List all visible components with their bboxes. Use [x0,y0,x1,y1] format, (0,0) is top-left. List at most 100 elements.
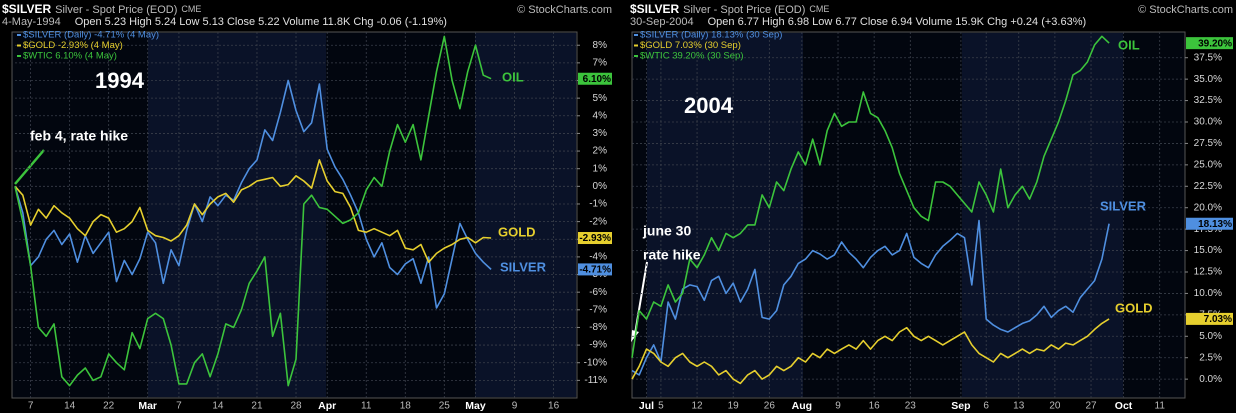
y-tick-label: 27.5% [1194,138,1222,149]
y-tick-label: 5.0% [1199,331,1222,342]
description: Silver - Spot Price (EOD) [55,4,177,16]
x-tick-label: 16 [869,401,881,412]
last-value-label: 6.10% [583,74,611,85]
last-value-box [1186,37,1233,50]
x-tick-label: 11 [1155,401,1166,412]
month-band [148,33,326,397]
x-tick-label: 13 [1013,401,1025,412]
series-line [14,159,492,263]
header-quote: 4-May-1994 Open 5.23 High 5.24 Low 5.13 C… [2,16,447,28]
y-tick-label: 5% [593,93,608,104]
y-tick-label: 2% [593,146,608,157]
y-tick-label: -8% [589,322,607,333]
x-tick-label: 11 [361,401,372,412]
x-tick-label: 21 [251,401,263,412]
last-value-label: 18.13% [1198,219,1232,230]
x-tick-label: 20 [1049,401,1061,412]
y-tick-label: 1% [593,163,608,174]
header-title: $SILVER Silver - Spot Price (EOD) CME [2,2,201,16]
last-value-box [578,263,612,276]
y-tick-label: 4% [593,110,608,121]
y-tick-label: -10% [584,357,607,368]
series-label: GOLD [498,224,536,239]
month-band [647,33,803,397]
date: 4-May-1994 [2,16,61,28]
x-tick-label: 9 [512,401,518,412]
month-band [962,33,1123,397]
year-label: 1994 [95,68,145,93]
x-tick-label: Jul [639,400,654,412]
x-tick-label: Sep [951,400,970,412]
series-line [631,219,1110,376]
credit: © StockCharts.com [1138,4,1233,16]
y-tick-label: -7% [589,304,607,315]
divider [615,0,627,413]
series-label: OIL [502,69,524,84]
y-tick-label: -1% [589,199,607,210]
exchange: CME [181,4,201,14]
x-tick-label: 28 [290,401,302,412]
x-tick-label: 22 [103,401,115,412]
annotation-arrow [14,149,45,185]
series-label: GOLD [1115,300,1153,315]
symbol: $SILVER [2,2,51,16]
y-tick-label: 30.0% [1194,117,1222,128]
y-tick-label: 37.5% [1194,52,1222,63]
last-value-label: 7.03% [1204,314,1232,325]
y-tick-label: 15.0% [1194,245,1222,256]
legend-entry: $GOLD -2.93% (4 May) [23,40,123,51]
y-tick-label: -11% [584,375,607,386]
x-tick-label: 7 [176,401,182,412]
x-tick-label: 19 [728,401,740,412]
x-tick-label: Oct [1115,400,1133,412]
month-band [475,33,576,397]
series-line [14,79,492,309]
y-tick-label: -4% [589,252,607,263]
x-tick-label: 16 [548,401,560,412]
last-value-box [578,72,612,85]
annotation: june 30 [642,223,691,239]
y-tick-label: -2% [589,216,607,227]
legend-entry: $GOLD 7.03% (30 Sep) [640,40,741,51]
y-tick-label: 35.0% [1194,74,1222,85]
credit: © StockCharts.com [517,4,612,16]
legend-entry: $SILVER (Daily) 18.13% (30 Sep) [640,30,782,41]
y-tick-label: 2.5% [1199,352,1222,363]
header-quote: 30-Sep-2004 Open 6.77 High 6.98 Low 6.77 … [630,16,1086,28]
last-value-label: 39.20% [1198,38,1232,49]
x-tick-label: 5 [658,401,664,412]
x-tick-label: 6 [983,401,989,412]
date: 30-Sep-2004 [630,16,694,28]
legend-entry: $WTIC 6.10% (4 May) [23,51,117,62]
last-value-box [1186,217,1233,230]
y-tick-label: 10.0% [1194,288,1222,299]
y-tick-label: 25.0% [1194,159,1222,170]
y-tick-label: 22.5% [1194,181,1222,192]
x-tick-label: 27 [1085,401,1097,412]
x-tick-label: Aug [792,400,812,412]
year-label: 2004 [684,93,734,118]
y-tick-label: -6% [589,287,607,298]
series-line [631,318,1110,385]
y-tick-label: 12.5% [1194,267,1222,278]
annotation: rate hike [643,247,701,263]
exchange: CME [809,4,829,14]
header-title: $SILVER Silver - Spot Price (EOD) CME [630,2,829,16]
last-value-box [1186,312,1233,325]
quote: Open 5.23 High 5.24 Low 5.13 Close 5.22 … [75,16,447,28]
x-tick-label: 18 [400,401,412,412]
quote: Open 6.77 High 6.98 Low 6.77 Close 6.94 … [708,16,1087,28]
last-value-label: -2.93% [579,233,611,244]
series-label: SILVER [1100,198,1147,213]
series-line [631,35,1110,358]
description: Silver - Spot Price (EOD) [683,4,805,16]
last-value-label: -4.71% [579,265,611,276]
legend-entry: $WTIC 39.20% (30 Sep) [640,51,744,62]
y-tick-label: 7% [593,58,608,69]
y-tick-label: 0.0% [1199,374,1222,385]
y-tick-label: 32.5% [1194,95,1222,106]
x-tick-label: 14 [64,401,76,412]
y-tick-label: 20.0% [1194,202,1222,213]
x-tick-label: Mar [138,400,157,412]
